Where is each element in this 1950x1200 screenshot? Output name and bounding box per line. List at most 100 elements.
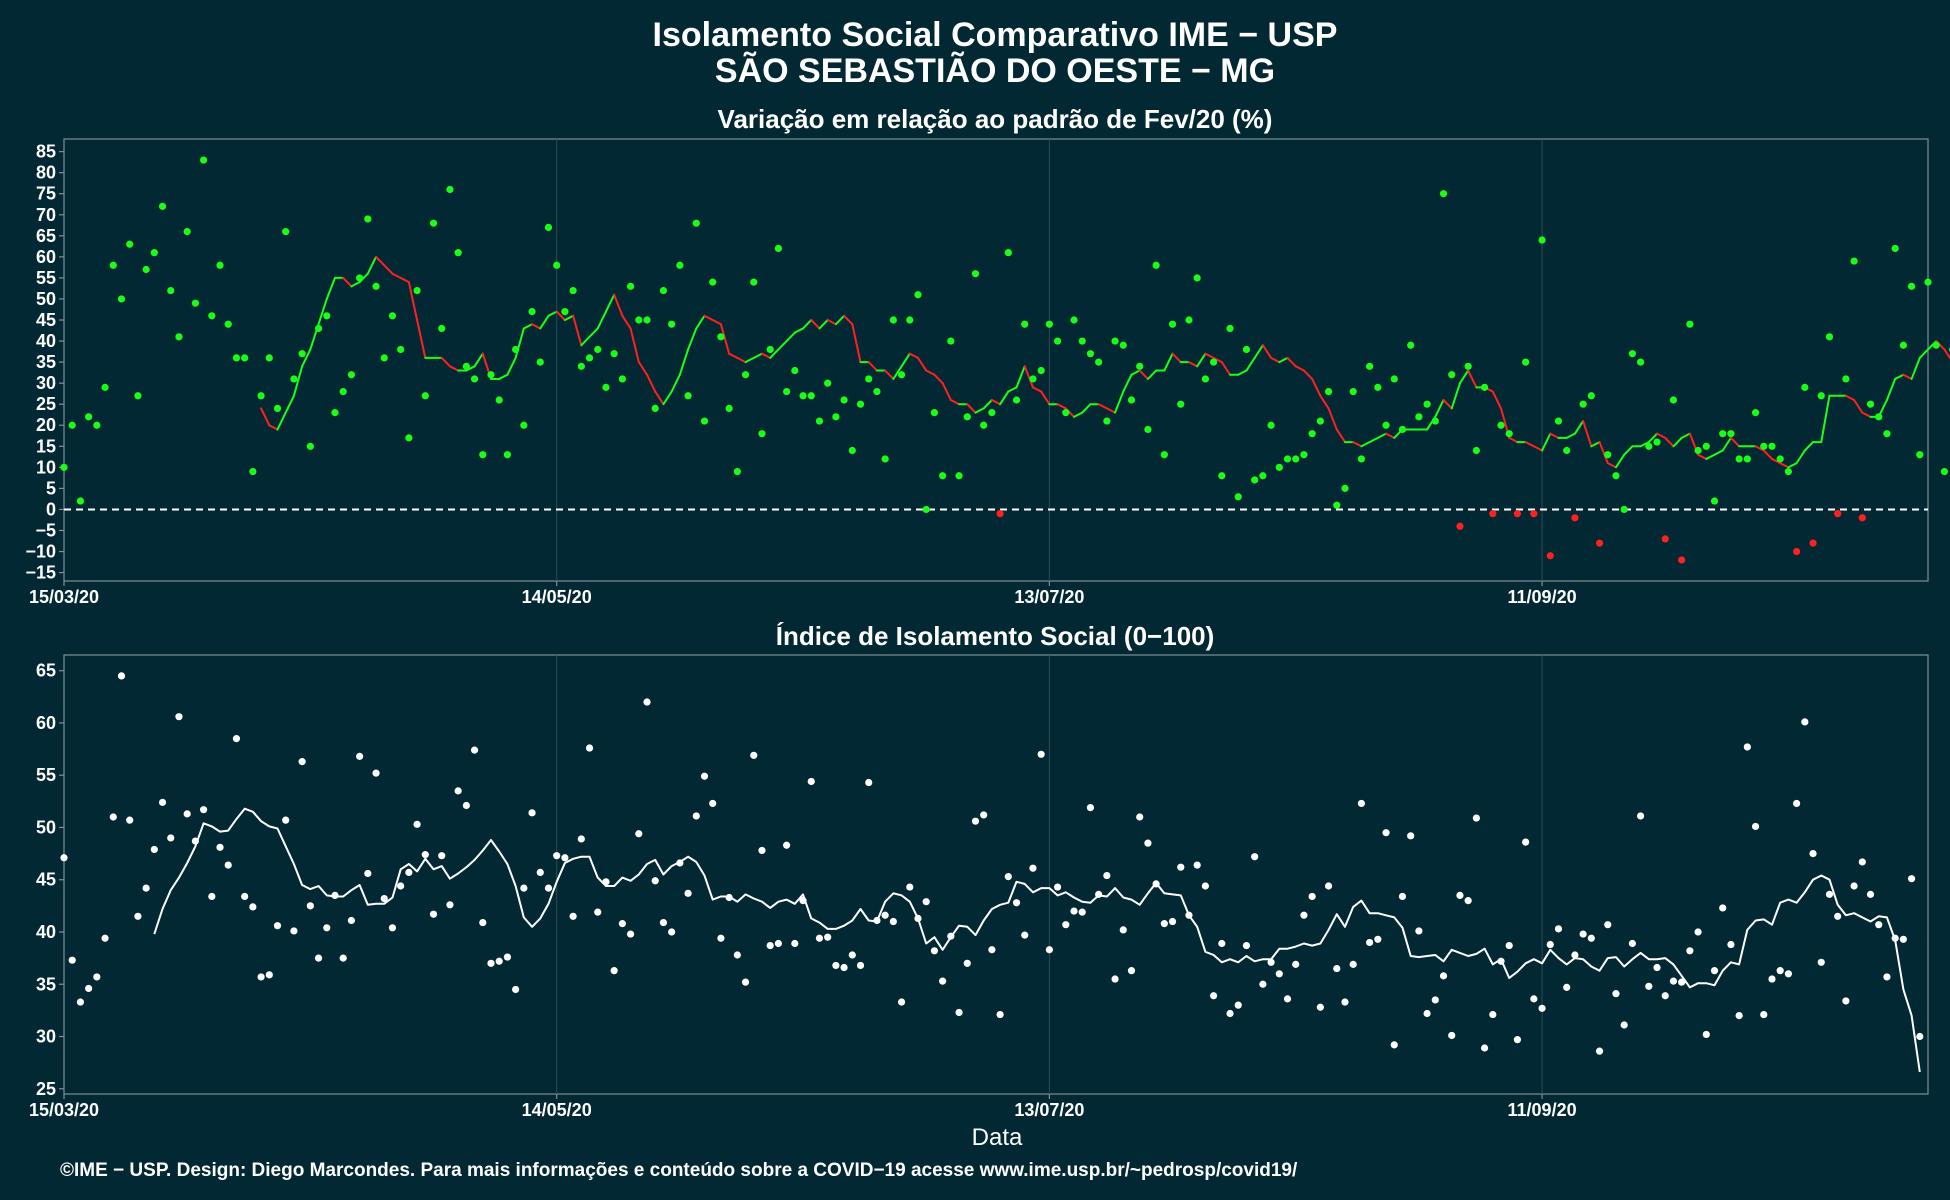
data-point [988,946,996,954]
moving-average-segment [1910,356,1921,380]
data-point [1587,934,1595,942]
data-point [1062,409,1070,417]
data-point [840,396,848,404]
data-point [1686,320,1694,328]
data-point [1464,362,1472,370]
data-point [1357,455,1366,463]
y-tick-label: 75 [36,184,56,204]
data-point [167,834,175,842]
data-point [158,798,167,806]
data-point [142,884,150,892]
data-point [947,337,955,345]
data-point [897,371,906,379]
data-point [1522,838,1530,846]
data-point [741,371,750,379]
moving-average-segment [990,398,1002,406]
data-point [980,421,988,429]
moving-average-segment [1196,352,1207,368]
data-point [1012,899,1021,907]
data-point [626,282,635,290]
data-point [68,421,76,429]
data-point [158,202,167,210]
moving-average-segment [1853,398,1864,414]
data-point [1136,813,1144,821]
data-point [881,455,889,463]
moving-average-segment [547,310,558,317]
data-point [1940,467,1949,476]
y-tick-label: 60 [36,713,56,733]
moving-average-segment [999,390,1010,406]
data-point [273,404,282,413]
data-point [906,316,914,324]
panel-index: 15/03/20 14/05/20 13/07/20 11/09/20 25 30 35 40… [29,654,1929,1120]
moving-average-segment [1376,432,1388,439]
data-point [553,261,561,269]
data-point [347,371,356,379]
data-point [602,878,610,886]
data-point [1415,413,1423,421]
data-point [906,883,914,891]
data-point [544,223,553,231]
data-point [1768,975,1776,983]
data-point [1587,392,1595,400]
data-point [889,917,897,926]
data-point [429,910,438,918]
moving-average-segment [1861,411,1872,418]
data-point [1242,345,1251,354]
moving-average-segment [1729,436,1741,448]
data-point [1489,510,1497,518]
y-tick-label: −15 [25,563,56,583]
data-point [1053,883,1062,891]
data-point [1710,967,1719,975]
data-point [1259,472,1267,480]
data-point [1201,375,1209,383]
data-point [331,409,339,417]
data-point [175,713,183,721]
data-point [208,312,216,320]
data-point [1333,964,1341,973]
data-point [1431,417,1439,425]
data-point [1563,446,1571,455]
data-point [1226,1009,1234,1018]
moving-average-segment [1114,390,1125,414]
moving-average-segment [1795,449,1806,465]
y-tick-label: 45 [36,870,56,890]
data-point [528,809,536,817]
data-point [1095,358,1103,366]
data-point [1308,430,1316,438]
data-point [1801,718,1809,726]
moving-average-segment [1623,445,1634,456]
x-tick-label: 13/07/20 [1014,1100,1084,1120]
data-point [930,947,939,955]
data-point [109,261,117,269]
data-point [1390,1041,1398,1049]
moving-average-segment [785,331,796,343]
moving-average-segment [604,293,616,313]
moving-average-segment [292,365,304,397]
data-point [1776,455,1784,463]
moving-average-segment [399,276,410,284]
moving-average-segment [391,272,402,279]
data-point [1636,358,1645,366]
data-point [1283,455,1292,463]
data-point [1341,998,1349,1006]
data-point [1628,939,1636,948]
data-point [1045,946,1053,954]
data-point [594,345,602,354]
data-point [1185,911,1193,919]
data-point [1866,400,1875,408]
data-point [676,859,684,867]
data-point [1620,505,1628,514]
data-point [791,366,799,375]
data-point [824,933,832,941]
moving-average-segment [1294,365,1305,372]
data-point [150,249,158,257]
data-point [298,758,306,766]
moving-average-segment [1146,369,1158,380]
data-point [963,959,971,967]
data-point [963,413,971,421]
data-point [1694,446,1702,455]
moving-average-segment [522,323,534,330]
data-point [1234,1001,1242,1009]
